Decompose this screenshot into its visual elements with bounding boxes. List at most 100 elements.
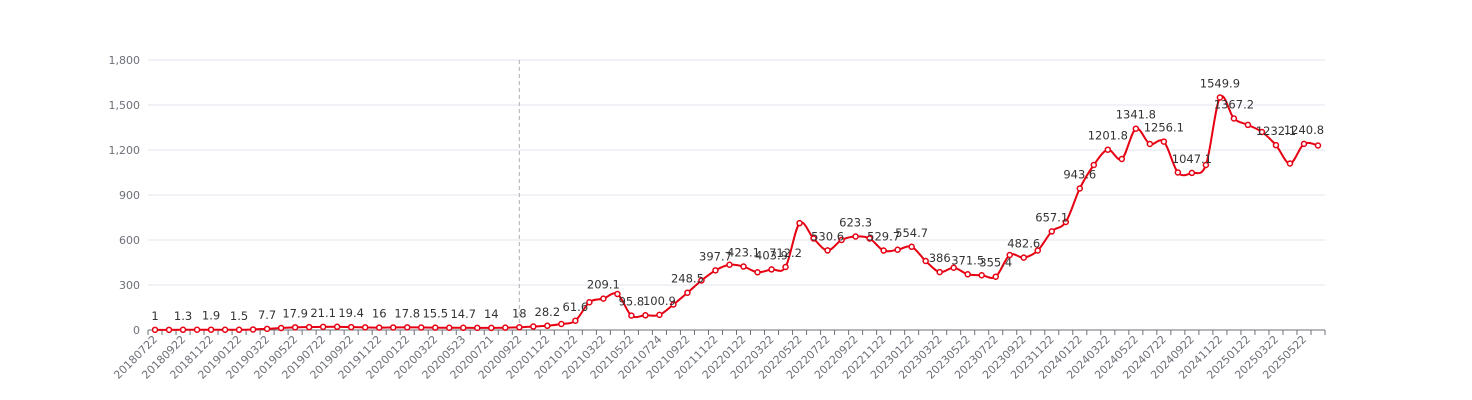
data-point (908, 243, 915, 251)
data-point (852, 233, 859, 240)
data-label: 1549.9 (1200, 77, 1240, 91)
data-point (1146, 140, 1154, 148)
data-label: 95.8 (619, 295, 645, 309)
data-point (866, 235, 873, 242)
data-label: 530.6 (811, 229, 844, 243)
data-point (978, 272, 985, 279)
data-point (1314, 142, 1322, 149)
data-label: 14.7 (450, 307, 476, 321)
data-point (600, 295, 607, 302)
data-point (796, 219, 803, 227)
data-label: 61.6 (563, 300, 589, 314)
data-point (1174, 169, 1182, 176)
data-point (151, 326, 159, 334)
data-point (263, 325, 271, 333)
data-point (922, 257, 929, 265)
data-point (656, 311, 663, 319)
data-point (670, 301, 677, 308)
data-point (502, 324, 509, 331)
data-label: 423.1 (727, 246, 760, 260)
data-point (375, 324, 383, 331)
data-point (1090, 161, 1098, 169)
data-point (1062, 218, 1070, 226)
data-point (291, 324, 299, 331)
data-point (333, 323, 341, 331)
y-tick-label: 1,500 (109, 99, 141, 112)
data-point (628, 312, 635, 319)
data-point (193, 326, 201, 334)
data-label: 28.2 (535, 305, 561, 319)
data-point (1272, 141, 1280, 149)
axes: 03006009001,2001,5001,800201807222018092… (109, 54, 1326, 382)
data-point (936, 268, 943, 276)
data-label: 403.9 (755, 248, 788, 262)
data-label: 14 (484, 307, 499, 321)
data-point (782, 263, 789, 271)
data-label: 1256.1 (1144, 121, 1184, 135)
data-point (1076, 185, 1084, 192)
data-point (586, 299, 593, 306)
data-point (614, 290, 621, 298)
data-point (572, 317, 579, 325)
data-point (249, 326, 257, 333)
data-label: 16 (372, 307, 387, 321)
data-point (1286, 160, 1294, 167)
data-label: 7.7 (258, 308, 276, 322)
data-point (277, 324, 285, 332)
grid-lines (148, 59, 1325, 286)
data-label: 623.3 (839, 216, 872, 230)
data-label: 1.9 (202, 309, 220, 323)
data-point (740, 263, 747, 270)
data-point (235, 326, 243, 334)
data-label: 1.3 (174, 309, 192, 323)
data-label: 386 (929, 251, 951, 265)
data-point (165, 326, 173, 334)
data-point (1020, 254, 1027, 261)
data-label: 1232.1 (1256, 124, 1296, 138)
data-point (726, 261, 733, 268)
data-label: 1 (151, 309, 158, 323)
data-point (516, 324, 523, 331)
data-point (305, 323, 313, 331)
data-label: 657.1 (1035, 210, 1068, 224)
data-points (151, 94, 1322, 334)
data-label: 1201.8 (1088, 129, 1128, 143)
data-label: 554.7 (895, 226, 928, 240)
data-label: 21.1 (310, 306, 336, 320)
data-label: 1240.8 (1284, 123, 1324, 137)
data-point (389, 324, 397, 331)
data-label: 1.5 (230, 309, 248, 323)
data-label: 482.6 (1007, 237, 1040, 251)
y-tick-label: 300 (119, 279, 140, 292)
data-point (530, 323, 537, 330)
data-point (1048, 228, 1056, 235)
data-point (880, 247, 887, 254)
data-point (431, 324, 439, 331)
data-point (950, 264, 957, 271)
data-point (488, 324, 495, 332)
data-point (403, 324, 411, 331)
data-point (207, 326, 215, 333)
data-point (417, 324, 425, 331)
data-label: 371.5 (951, 253, 984, 267)
data-point (361, 324, 369, 331)
y-tick-label: 0 (133, 324, 140, 337)
data-point (768, 266, 775, 273)
data-point (1216, 94, 1224, 101)
data-point (347, 323, 355, 331)
data-point (474, 324, 481, 332)
data-point (698, 277, 705, 284)
data-point (894, 246, 901, 253)
data-label: 943.6 (1063, 167, 1096, 181)
data-label: 529.7 (867, 230, 900, 244)
data-labels: 1 1.3 1.9 1.5 7.7 17.9 21.1 19.4 16 17.8 15.5 14.7 1… (151, 77, 1324, 323)
data-point (1160, 138, 1168, 145)
data-point (446, 324, 453, 331)
data-label: 397.7 (699, 249, 732, 263)
data-point (1034, 247, 1042, 254)
data-point (754, 269, 761, 276)
data-point (179, 326, 187, 334)
data-label: 1341.8 (1116, 108, 1156, 122)
